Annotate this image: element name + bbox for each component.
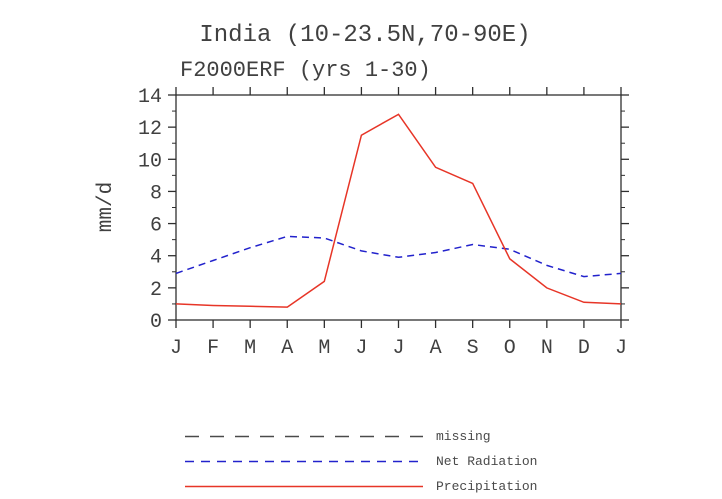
series-precipitation (175, 113, 622, 308)
legend: missing Net Radiation Precipitation (185, 424, 537, 499)
x-tick-label: D (578, 337, 590, 360)
legend-line-precipitation (185, 485, 423, 488)
legend-line-net-radiation (185, 460, 423, 463)
x-tick-label: M (244, 337, 256, 360)
y-tick-label: 8 (150, 182, 162, 205)
legend-label-precipitation: Precipitation (436, 479, 538, 494)
legend-row-precipitation: Precipitation (185, 474, 537, 499)
y-axis-label: mm/d (95, 182, 118, 232)
legend-label-net-radiation: Net Radiation (436, 454, 538, 469)
legend-line-missing (185, 435, 423, 438)
legend-row-missing: missing (185, 424, 537, 449)
x-tick-label: A (281, 337, 293, 360)
y-tick-label: 6 (150, 215, 162, 238)
x-tick-label: O (504, 337, 516, 360)
x-tick-label: N (541, 337, 553, 360)
x-tick-label: M (318, 337, 330, 360)
x-tick-label: J (355, 337, 367, 360)
x-tick-label: F (207, 337, 219, 360)
x-tick-label: J (615, 337, 627, 360)
y-tick-label: 10 (138, 150, 162, 173)
y-tick-label: 2 (150, 279, 162, 302)
y-tick-label: 14 (138, 86, 162, 109)
x-tick-label: J (170, 337, 182, 360)
y-tick-label: 12 (138, 118, 162, 141)
y-tick-label: 4 (150, 247, 162, 270)
legend-row-net-radiation: Net Radiation (185, 449, 537, 474)
x-tick-label: S (467, 337, 479, 360)
chart-title: India (10-23.5N,70-90E) (199, 22, 531, 49)
x-tick-label: A (430, 337, 442, 360)
chart-subtitle: F2000ERF (yrs 1-30) (180, 58, 431, 83)
series-net-radiation (175, 235, 622, 278)
y-tick-label: 0 (150, 311, 162, 334)
plot-frame (175, 94, 622, 321)
legend-label-missing: missing (436, 429, 491, 444)
x-tick-label: J (392, 337, 404, 360)
